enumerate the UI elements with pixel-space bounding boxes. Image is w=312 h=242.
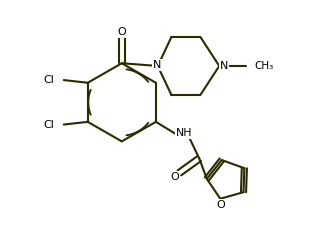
Text: O: O: [216, 200, 225, 210]
Text: Cl: Cl: [43, 120, 54, 130]
Text: Cl: Cl: [43, 75, 54, 85]
Text: N: N: [220, 61, 228, 71]
Text: O: O: [170, 172, 179, 182]
Text: NH: NH: [176, 129, 193, 138]
Text: O: O: [117, 27, 126, 37]
Text: CH₃: CH₃: [255, 61, 274, 71]
Text: N: N: [153, 60, 161, 70]
